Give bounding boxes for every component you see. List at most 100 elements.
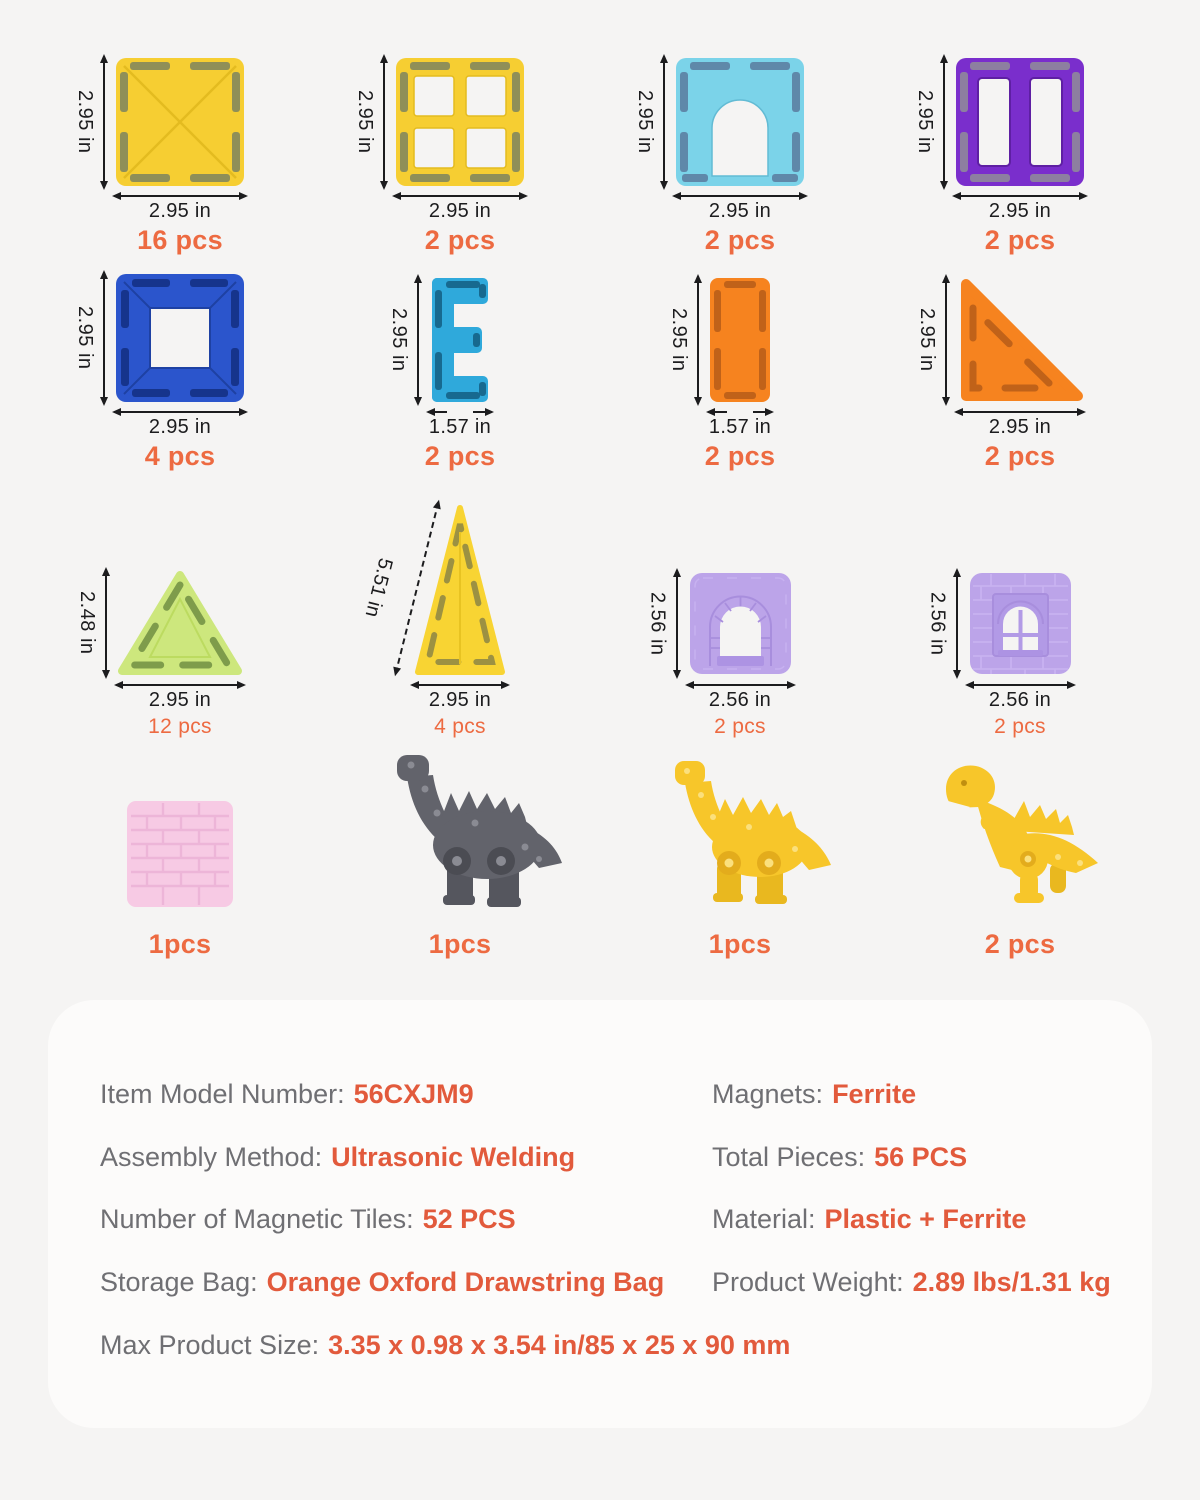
tile-cell-orange-triangle: 2.95 in 2.95 in 2 pcs <box>880 274 1160 500</box>
width-label: 2.56 in <box>988 689 1052 711</box>
width-arrow <box>964 681 1076 689</box>
height-label: 2.56 in <box>646 591 669 656</box>
tile-cell-purple-window: 2.56 in <box>880 500 1160 745</box>
pcs-count: 2 pcs <box>984 441 1056 471</box>
height-dimension: 2.95 in <box>73 270 108 406</box>
width-label: 2.95 in <box>428 689 492 711</box>
height-arrow <box>102 567 110 679</box>
width-arrow <box>392 192 528 200</box>
spec-value: 56CXJM9 <box>353 1079 474 1109</box>
height-arrow <box>942 274 950 406</box>
height-arrow <box>940 54 948 190</box>
tile-cell-purple-arch-door: 2.56 in 2.56 in 2 pcs <box>600 500 880 745</box>
spec-value: Ultrasonic Welding <box>331 1141 576 1172</box>
width-arrow <box>410 681 510 689</box>
spec-label: Product Weight: <box>712 1267 904 1298</box>
pcs-count: 1pcs <box>148 929 212 959</box>
yellow-dinosaur-image <box>675 761 831 904</box>
pcs-count: 1pcs <box>428 929 492 959</box>
width-arrow <box>954 408 1086 416</box>
slant-dimension-label: 5.51 in <box>360 555 397 620</box>
orange-triangle-tile-image <box>961 279 1083 401</box>
tile-cell-gray-dinosaur: 1pcs <box>320 745 600 1000</box>
tile-cell-yellow-dinosaur: 1pcs <box>600 745 880 1000</box>
spec-magnetic-tiles-count: Number of Magnetic Tiles: 52 PCS <box>100 1205 712 1235</box>
pcs-count: 1pcs <box>708 929 772 959</box>
height-dimension: 2.95 in <box>915 274 950 406</box>
width-label: 2.95 in <box>708 200 772 222</box>
height-arrow <box>660 54 668 190</box>
width-dimension: 2.56 in <box>684 681 796 712</box>
pcs-count: 2 pcs <box>704 225 776 255</box>
height-arrow <box>380 54 388 190</box>
purple-window-tile-image <box>969 573 1071 674</box>
tile-cell-blue-frame: 2.95 in 2.95 in <box>40 270 320 500</box>
width-dimension: 1.57 in <box>426 408 494 439</box>
height-dimension: 2.95 in <box>913 54 948 190</box>
width-arrow <box>112 408 248 416</box>
spec-magnets: Magnets: Ferrite <box>712 1079 1111 1110</box>
width-label: 2.95 in <box>148 689 212 711</box>
spec-material: Material: Plastic + Ferrite <box>712 1205 1111 1235</box>
pcs-count: 2 pcs <box>984 929 1056 959</box>
width-label: 1.57 in <box>708 416 772 438</box>
specs-grid: Item Model Number: 56CXJM9 Magnets: Ferr… <box>100 1079 1111 1360</box>
height-dimension: 2.95 in <box>73 54 108 190</box>
spec-storage-bag: Storage Bag: Orange Oxford Drawstring Ba… <box>100 1267 712 1298</box>
height-label: 2.56 in <box>926 591 949 656</box>
yellow-square-tile-image <box>116 58 244 186</box>
cyan-e-tile-image <box>432 278 488 402</box>
pcs-count: 2 pcs <box>704 441 776 471</box>
height-label: 2.95 in <box>354 90 376 154</box>
spec-value: 56 PCS <box>874 1141 968 1172</box>
height-label: 2.95 in <box>74 306 96 370</box>
pcs-count: 2 pcs <box>994 715 1046 738</box>
tiles-grid: 2.95 in 2.95 in 16 pcs <box>0 0 1200 1000</box>
width-dimension: 2.95 in <box>114 681 246 712</box>
spec-value: Ferrite <box>832 1079 917 1109</box>
spec-label: Total Pieces: <box>712 1141 866 1172</box>
tile-cell-purple-double-window: 2.95 in 2.95 in <box>880 46 1160 282</box>
spec-label: Number of Magnetic Tiles: <box>100 1204 414 1235</box>
height-dimension: 2.95 in <box>387 274 422 406</box>
height-arrow <box>694 274 702 406</box>
height-label: 2.95 in <box>74 90 96 154</box>
height-dimension: 2.95 in <box>633 54 668 190</box>
pcs-count: 2 pcs <box>714 715 766 738</box>
spec-value: 52 PCS <box>422 1204 516 1235</box>
height-dimension: 2.95 in <box>667 274 702 406</box>
spec-label: Storage Bag: <box>100 1267 258 1298</box>
width-dimension: 2.56 in <box>964 681 1076 712</box>
pcs-count: 4 pcs <box>434 715 486 738</box>
blue-arch-tile-image <box>676 58 804 186</box>
height-arrow <box>672 568 681 679</box>
spec-product-weight: Product Weight: 2.89 lbs/1.31 kg <box>712 1267 1111 1298</box>
pink-brick-tile-image <box>127 801 233 907</box>
height-arrow <box>414 274 422 406</box>
spec-value: Plastic + Ferrite <box>824 1204 1027 1235</box>
width-label: 2.95 in <box>148 200 212 222</box>
width-arrow <box>426 408 494 416</box>
height-dimension: 2.95 in <box>353 54 388 190</box>
tile-cell-yellow-trex: 2 pcs <box>880 745 1160 1000</box>
width-dimension: 2.95 in <box>392 192 528 223</box>
tile-cell-blue-arch: 2.95 in 2.95 in 2 pcs <box>600 46 880 282</box>
height-label: 2.95 in <box>634 90 656 154</box>
green-triangle-tile-image <box>118 571 242 675</box>
pcs-count: 2 pcs <box>424 225 496 255</box>
width-label: 2.95 in <box>988 416 1052 438</box>
width-dimension: 2.95 in <box>410 681 510 712</box>
blue-frame-tile-image <box>116 274 244 402</box>
tile-cell-orange-rectangle: 2.95 in 1.57 in 2 pcs <box>600 274 880 500</box>
yellow-window-tile-image <box>396 58 524 186</box>
height-dimension: 2.56 in <box>646 568 681 679</box>
width-arrow <box>672 192 808 200</box>
height-arrow <box>952 568 961 679</box>
height-dimension: 2.56 in <box>926 568 961 679</box>
width-dimension: 2.95 in <box>954 408 1086 439</box>
specs-panel: Item Model Number: 56CXJM9 Magnets: Ferr… <box>48 1000 1152 1428</box>
height-label: 2.95 in <box>914 90 936 154</box>
orange-rectangle-tile-image <box>710 278 770 402</box>
spec-label: Magnets: <box>712 1079 824 1109</box>
